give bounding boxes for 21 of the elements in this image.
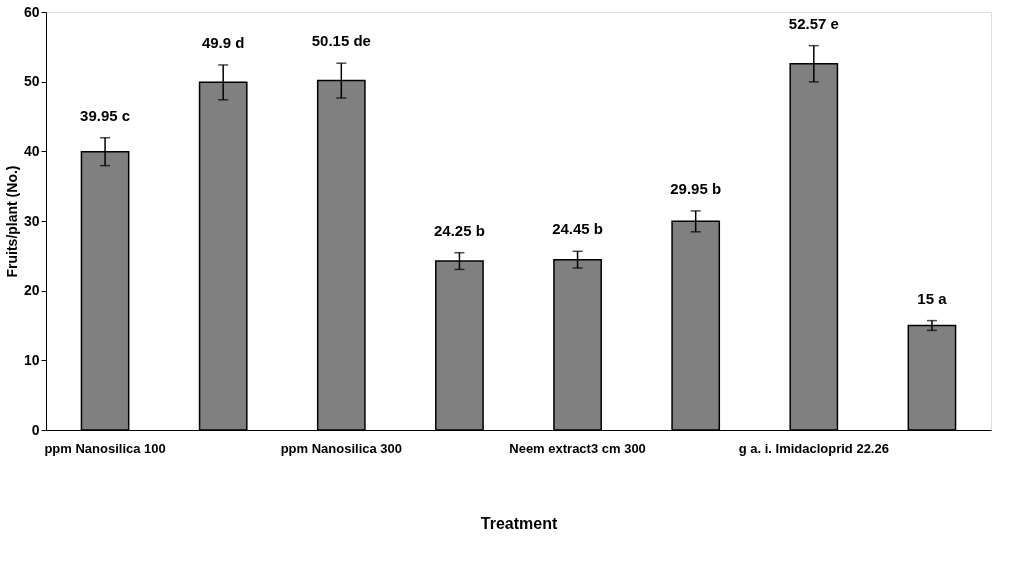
y-tick-label: 10 [23,351,40,368]
y-axis-title: Fruits/plant (No.) [3,165,20,278]
y-tick-label: 0 [31,421,40,438]
data-label: 15 a [917,289,948,307]
x-axis-title: Treatment [480,514,558,532]
data-label: 49.9 d [201,33,245,51]
y-tick-label: 20 [23,282,40,299]
data-label: 52.57 e [788,14,839,32]
x-tick-label: ppm Nanosilica 100 [44,440,166,456]
data-label: 39.95 c [80,106,131,124]
data-label: 50.15 de [311,32,371,50]
x-tick-label: Neem extract3 cm 300 [509,440,646,456]
data-label: 24.45 b [552,220,603,238]
y-tick-label: 30 [23,212,40,229]
data-label: 24.25 b [434,221,485,239]
y-tick-label: 40 [23,142,40,159]
data-label: 29.95 b [670,179,722,197]
y-tick-label: 60 [23,3,40,20]
x-tick-label: ppm Nanosilica 300 [280,440,403,456]
x-tick-label: g a. i. Imidacloprid 22.26 [738,440,889,456]
y-tick-label: 50 [23,73,40,90]
